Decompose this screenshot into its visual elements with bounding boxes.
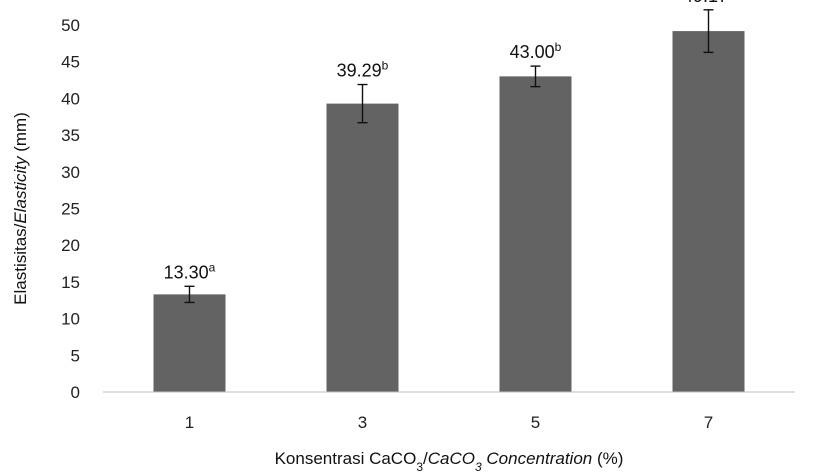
significance-letter: b — [382, 59, 389, 73]
x-axis-title: Konsentrasi CaCO3/CaCO3 Concentration (%… — [275, 449, 624, 473]
x-tick-label: 7 — [704, 413, 713, 432]
y-tick-label: 25 — [61, 200, 80, 219]
data-label: 13.30a — [164, 260, 216, 282]
x-tick-label: 3 — [358, 413, 367, 432]
error-bar — [530, 65, 541, 88]
error-bars — [184, 9, 714, 304]
y-tick-label: 15 — [61, 273, 80, 292]
y-tick-label: 5 — [71, 346, 80, 365]
y-axis-title-italic: Elasticity — [11, 155, 30, 224]
data-label-value: 49.17 — [683, 0, 728, 6]
x-axis-ticks: 1 3 5 7 — [185, 413, 713, 432]
y-axis-title-unit: (mm) — [11, 112, 30, 156]
data-label: 49.17c — [683, 0, 734, 6]
y-tick-label: 20 — [61, 236, 80, 255]
y-tick-label: 35 — [61, 126, 80, 145]
data-label-value: 39.29 — [337, 61, 382, 81]
bar — [672, 31, 745, 393]
significance-letter: a — [209, 260, 216, 274]
y-tick-label: 0 — [71, 383, 80, 402]
y-axis-title: Elastisitas/Elasticity (mm) — [11, 112, 30, 305]
x-tick-label: 1 — [185, 413, 194, 432]
y-tick-label: 45 — [61, 53, 80, 72]
data-label-value: 43.00 — [510, 42, 555, 62]
x-axis-title-unit: (%) — [592, 449, 623, 468]
bar — [153, 294, 226, 392]
error-bar — [184, 285, 195, 304]
x-axis-title-part1: Konsentrasi CaCO — [275, 449, 417, 468]
bar — [326, 103, 399, 393]
x-axis-title-italic1: CaCO — [428, 449, 475, 468]
data-label: 39.29b — [337, 59, 389, 81]
y-axis-title-part1: Elastisitas/ — [11, 223, 30, 305]
bar — [499, 76, 572, 392]
x-axis-title-sub1: 3 — [416, 460, 423, 473]
y-tick-label: 10 — [61, 310, 80, 329]
x-axis-title-sub2: 3 — [475, 460, 482, 473]
x-axis-title-slash: / — [423, 449, 428, 468]
y-tick-label: 50 — [61, 16, 80, 35]
significance-letter: b — [555, 40, 562, 54]
x-axis-title-italic2: Concentration — [482, 449, 593, 468]
error-bar — [703, 9, 714, 54]
data-label: 43.00b — [510, 40, 562, 62]
error-bar — [357, 83, 368, 124]
y-tick-label: 40 — [61, 89, 80, 108]
y-axis-ticks: 0 5 10 15 20 25 30 35 40 45 50 — [61, 16, 80, 402]
bars — [153, 31, 745, 393]
x-tick-label: 5 — [531, 413, 540, 432]
y-tick-label: 30 — [61, 163, 80, 182]
data-label-value: 13.30 — [164, 262, 209, 282]
